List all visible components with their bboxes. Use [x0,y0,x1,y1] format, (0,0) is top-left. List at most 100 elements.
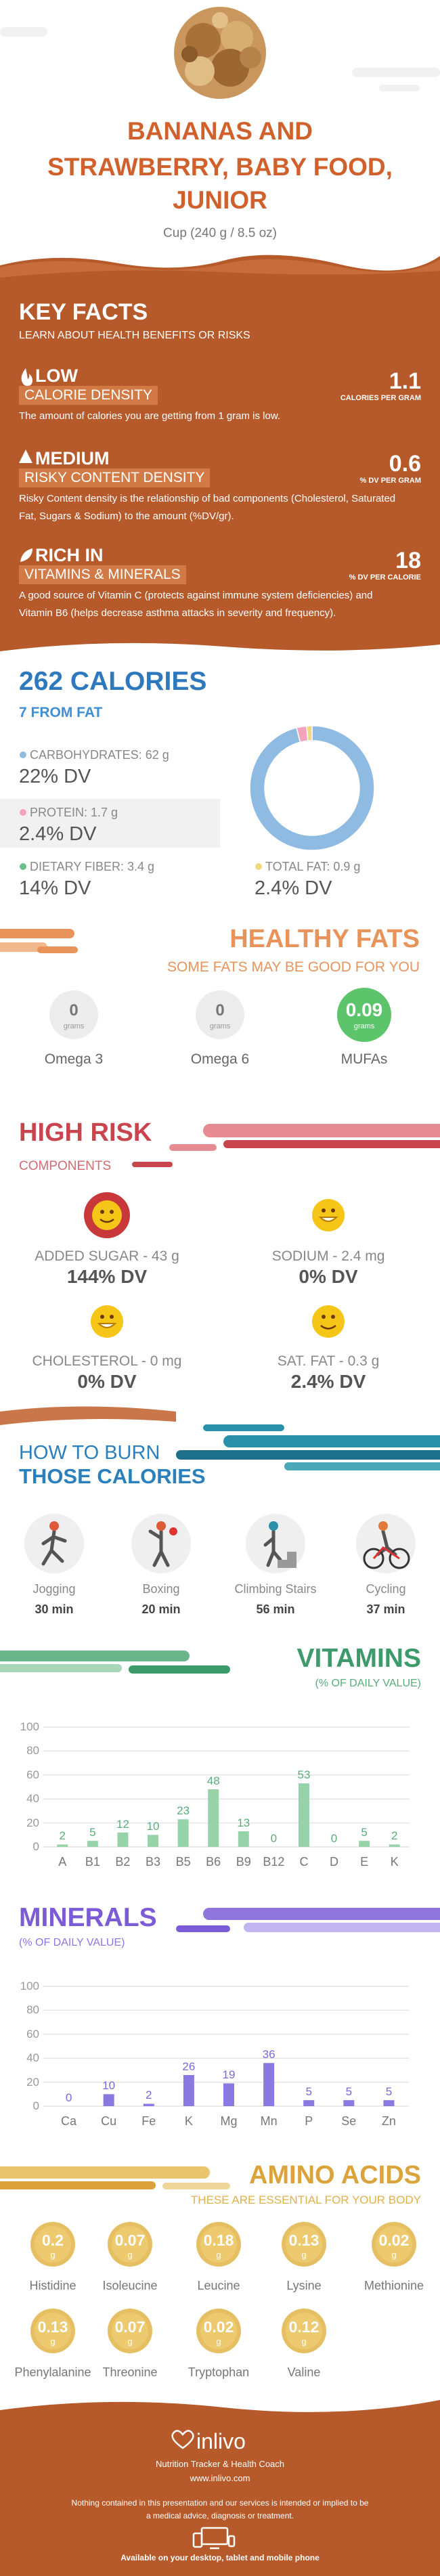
y-tick-label: 0 [32,1840,39,1853]
bar [263,2063,275,2106]
url: www.inlivo.com [190,2473,250,2483]
amino-circle-inner [112,2226,148,2263]
amino-name: Lysine [286,2279,322,2292]
amino-circle-inner [200,2313,237,2349]
fat-name: Omega 6 [190,1051,250,1067]
bar [343,2100,355,2106]
amino-name: Leucine [197,2279,240,2292]
nutrient-dv: 22% DV [19,765,91,787]
tagline: Nutrition Tracker & Health Coach [155,2459,285,2469]
fact-unit: % DV PER CALORIE [349,573,421,582]
amino-name: Phenylalanine [14,2365,91,2379]
value-label: 5 [361,1826,368,1839]
value-label: 13 [237,1816,250,1829]
amino-unit: g [50,2336,56,2346]
calories-fat: 7 FROM FAT [19,704,103,720]
donut-slice [249,725,375,851]
section-title: AMINO ACIDS [248,2161,421,2189]
title-line: JUNIOR [173,186,267,214]
amino-name: Histidine [29,2279,76,2292]
x-tick-label: Mn [260,2114,278,2128]
activity-time: 20 min [141,1602,181,1616]
amino-value: 0.2 [42,2231,64,2249]
amino-value: 0.02 [378,2231,410,2249]
y-tick-label: 100 [20,1720,39,1733]
x-tick-label: E [360,1855,369,1869]
minerals-stripes [176,1908,440,1932]
nutrient-dv: 2.4% DV [19,823,97,845]
x-tick-label: Fe [141,2114,156,2128]
value-label: 2 [59,1829,66,1843]
fat-unit: grams [353,1022,375,1030]
risk-icons [84,1192,345,1338]
x-tick-label: Se [341,2114,357,2128]
high-risk-stripes [132,1124,440,1167]
y-tick-label: 80 [26,1744,39,1758]
value-label: 5 [345,2085,353,2099]
activity-name: Climbing Stairs [234,1582,317,1596]
device-icons [192,2527,236,2550]
section-subtitle: SOME FATS MAY BE GOOD FOR YOU [167,959,420,975]
fat-value: 0 [69,1001,79,1020]
key-facts-band [0,255,440,652]
fat-value: 0 [215,1001,225,1020]
amino-circle-inner [286,2226,322,2263]
x-tick-label: Zn [381,2114,396,2128]
bar [183,2074,194,2106]
value-label: 23 [177,1804,190,1818]
vitamins-stripes [0,1651,230,1674]
risk-label: SAT. FAT - 0.3 g [277,1353,380,1369]
x-tick-label: B2 [115,1855,131,1869]
activity-name: Jogging [32,1582,76,1596]
chart-subtitle: (% OF DAILY VALUE) [19,1936,125,1948]
nutrient-dots [20,751,262,870]
fact-unit: % DV PER GRAM [359,476,421,485]
y-tick-label: 20 [26,2075,39,2089]
x-tick-label: B12 [263,1855,285,1869]
amino-unit: g [50,2250,56,2260]
amino-value: 0.18 [203,2231,234,2249]
risk-dv: 0% DV [299,1266,358,1287]
x-tick-label: Ca [61,2114,77,2128]
x-tick-label: B1 [85,1855,100,1869]
amino-value: 0.07 [114,2231,146,2249]
key-facts-band-stripe [0,259,440,278]
nutrient-dv: 14% DV [19,877,91,899]
risk-dv: 2.4% DV [290,1371,366,1392]
bar [298,1783,309,1847]
bar [57,1844,68,1847]
bar [177,1819,189,1847]
fact-level: MEDIUM [35,448,110,468]
bar [208,1789,219,1847]
risk-label: SODIUM - 2.4 mg [271,1248,385,1264]
bar [117,1832,129,1847]
protein-band [0,799,220,848]
section-title: KEY FACTS [19,299,148,325]
x-tick-label: B6 [206,1855,221,1869]
amino-circle-inner [376,2226,412,2263]
bar [87,1841,98,1847]
fact-level: LOW [35,366,78,386]
nutrient-label: PROTEIN: 1.7 g [30,806,118,819]
fat-value: 0.09 [345,999,383,1020]
fact-unit: CALORIES PER GRAM [340,393,421,402]
chart-subtitle: (% OF DAILY VALUE) [315,1677,421,1689]
y-tick-label: 100 [20,1980,39,1992]
header-decor [0,27,440,91]
fact-value: 0.6 [389,450,421,477]
fat-name: MUFAs [340,1051,388,1067]
value-label: 0 [330,1832,338,1845]
amino-name: Valine [287,2365,321,2379]
amino-value: 0.07 [114,2318,146,2336]
activity-icons [24,1514,416,1573]
fat-circle [337,988,391,1042]
risk-label: ADDED SUGAR - 43 g [35,1248,179,1264]
burn-stripes [0,1406,440,1470]
amino-unit: g [391,2250,397,2260]
bar [223,2083,234,2106]
fat-unit: grams [63,1022,85,1030]
amino-name: Threonine [102,2365,158,2379]
amino-unit: g [301,2336,307,2346]
y-tick-label: 60 [26,2027,39,2040]
risk-dv: 144% DV [66,1266,148,1287]
